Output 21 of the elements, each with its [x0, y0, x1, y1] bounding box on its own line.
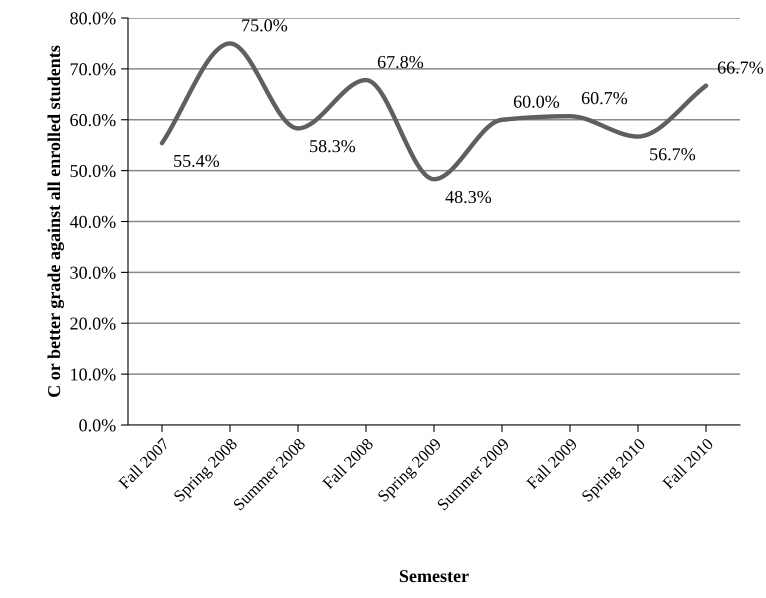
y-tick-label: 60.0%: [70, 114, 116, 126]
data-label: 66.7%: [718, 61, 764, 74]
y-tick-label: 30.0%: [70, 266, 116, 279]
y-tick-label: 10.0%: [71, 368, 116, 381]
data-label: 67.8%: [378, 56, 424, 68]
y-tick-label: 20.0%: [70, 318, 116, 330]
line-series: [160, 41, 708, 182]
y-tick-label: 70.0%: [70, 63, 116, 76]
data-label: 56.7%: [650, 148, 696, 160]
y-tick-label: 80.0%: [70, 12, 116, 25]
data-label: 55.4%: [174, 154, 220, 168]
data-label: 60.0%: [514, 96, 560, 108]
data-label: 60.7%: [582, 92, 628, 104]
data-label: 48.3%: [445, 190, 492, 204]
data-label: 75.0%: [242, 19, 288, 32]
y-tick-label: 0.0%: [79, 419, 116, 432]
y-tick-label: 40.0%: [70, 216, 116, 228]
data-label: 58.3%: [310, 140, 356, 152]
y-tick-label: 50.0%: [70, 164, 116, 178]
x-axis-title: Semester: [400, 570, 469, 582]
y-axis-title: C or better grade against all enrolled students: [47, 46, 64, 397]
